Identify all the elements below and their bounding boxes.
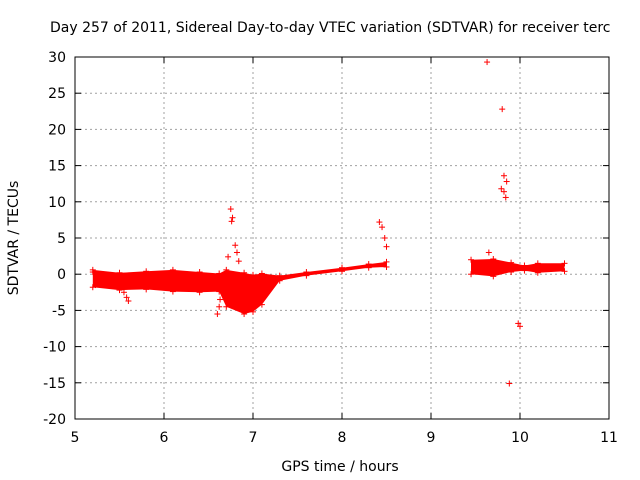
x-tick-label: 8 bbox=[338, 430, 347, 446]
band-edge-point bbox=[383, 263, 390, 270]
band-edge-point bbox=[196, 289, 203, 296]
data-band-0 bbox=[92, 261, 387, 314]
data-point bbox=[381, 235, 388, 241]
band-edge-point bbox=[258, 270, 265, 277]
data-point bbox=[229, 214, 236, 221]
band-edge-point bbox=[241, 269, 248, 276]
x-tick-label: 7 bbox=[249, 430, 258, 446]
y-tick-label: -10 bbox=[43, 340, 66, 356]
y-tick-label: 25 bbox=[48, 86, 66, 102]
data-point bbox=[517, 323, 523, 330]
band-edge-point bbox=[116, 269, 123, 276]
x-tick-labels: 5 6 7 8 9 10 11 bbox=[71, 430, 618, 446]
data-point bbox=[89, 269, 96, 276]
band-edge-point bbox=[490, 273, 497, 280]
data-point bbox=[228, 218, 235, 225]
band-edge-point bbox=[223, 266, 230, 273]
band-edge-point bbox=[241, 311, 248, 318]
y-tick-label: -5 bbox=[52, 303, 66, 319]
data-point bbox=[233, 249, 240, 256]
data-point bbox=[92, 282, 99, 289]
data-point bbox=[225, 253, 232, 260]
band-edge-point bbox=[521, 262, 528, 269]
band-edge-point bbox=[169, 266, 176, 273]
band-edge-point bbox=[508, 269, 515, 276]
band-edge-point bbox=[303, 272, 310, 279]
band-edge-point bbox=[276, 277, 283, 284]
y-tick-label: 20 bbox=[48, 122, 66, 138]
data-band-1 bbox=[471, 259, 565, 277]
data-point bbox=[123, 294, 130, 301]
band-edge-point bbox=[143, 268, 150, 275]
data-point bbox=[503, 178, 510, 185]
y-tick-label: 15 bbox=[48, 159, 66, 175]
data-point bbox=[235, 258, 242, 265]
axis-ticks bbox=[74, 56, 610, 420]
band-edge-point bbox=[521, 267, 528, 274]
band-edge-point bbox=[490, 255, 497, 262]
x-tick-label: 10 bbox=[511, 430, 529, 446]
band-edge-point bbox=[216, 270, 223, 277]
data-point bbox=[499, 106, 506, 113]
data-point bbox=[498, 185, 505, 192]
data-point bbox=[227, 206, 234, 213]
x-tick-label: 11 bbox=[600, 430, 618, 446]
y-axis-label: SDTVAR / TECUs bbox=[6, 181, 22, 296]
band-edge-point bbox=[196, 269, 203, 276]
band-edge-point bbox=[250, 271, 256, 278]
data-point bbox=[218, 285, 225, 292]
chart-title: Day 257 of 2011, Sidereal Day-to-day VTE… bbox=[50, 20, 610, 36]
band-edge-point bbox=[534, 260, 541, 267]
y-tick-label: 5 bbox=[57, 231, 66, 247]
data-point bbox=[232, 242, 239, 249]
x-axis-label: GPS time / hours bbox=[281, 459, 398, 475]
data-point bbox=[214, 311, 221, 318]
band-edge-point bbox=[216, 288, 223, 295]
x-tick-label: 5 bbox=[71, 430, 80, 446]
data-point bbox=[500, 188, 507, 195]
band-edge-point bbox=[468, 256, 475, 263]
band-edge-point bbox=[468, 271, 475, 278]
x-tick-label: 9 bbox=[427, 430, 436, 446]
band-edge-point bbox=[116, 287, 123, 294]
y-tick-labels: 30 25 20 15 10 5 0 -5 -10 -15 -20 bbox=[43, 50, 66, 428]
band-edge-point bbox=[365, 264, 372, 271]
band-edge-point bbox=[169, 288, 176, 295]
band-edge-point bbox=[223, 303, 230, 310]
band-edge-point bbox=[276, 272, 283, 279]
band-edge-point bbox=[250, 308, 256, 315]
data-point bbox=[506, 380, 513, 387]
data-point bbox=[216, 303, 223, 310]
data-point bbox=[120, 289, 127, 296]
band-edge-point bbox=[561, 260, 568, 267]
data-bands bbox=[92, 259, 565, 314]
band-edge-point bbox=[383, 258, 390, 265]
y-tick-label: 0 bbox=[57, 267, 66, 283]
data-point bbox=[376, 219, 383, 226]
band-edge-point bbox=[534, 269, 541, 276]
data-points bbox=[89, 59, 568, 387]
band-edge-point bbox=[339, 268, 345, 275]
x-tick-label: 6 bbox=[160, 430, 169, 446]
band-edge-point bbox=[258, 301, 265, 308]
band-edge-point bbox=[561, 268, 568, 275]
y-tick-label: 30 bbox=[48, 50, 66, 66]
band-edge-point bbox=[508, 259, 515, 266]
data-point bbox=[502, 194, 509, 201]
y-tick-label: -15 bbox=[43, 376, 66, 392]
y-tick-label: 10 bbox=[48, 195, 66, 211]
grid-lines bbox=[75, 57, 609, 419]
data-point bbox=[125, 297, 132, 304]
y-tick-label: -20 bbox=[43, 412, 66, 428]
data-point bbox=[500, 172, 507, 179]
data-point bbox=[485, 249, 492, 256]
data-point bbox=[379, 224, 386, 231]
data-point bbox=[383, 243, 390, 250]
band-edge-point bbox=[143, 286, 150, 293]
data-point bbox=[217, 296, 224, 303]
data-point bbox=[484, 59, 491, 66]
